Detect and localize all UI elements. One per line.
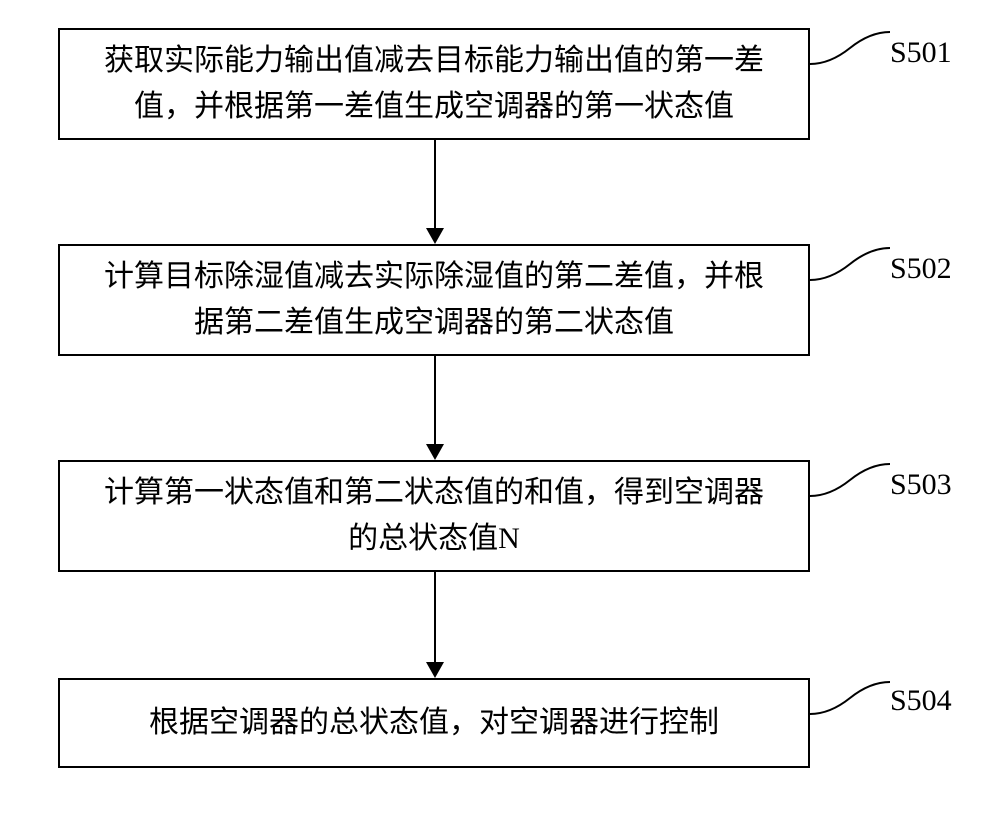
step-text-single: 根据空调器的总状态值，对空调器进行控制 [149, 706, 719, 739]
label-connector-s504 [810, 680, 890, 716]
step-label-s502: S502 [890, 252, 952, 286]
step-label-s501: S501 [890, 36, 952, 70]
step-label-s504: S504 [890, 684, 952, 718]
step-text-line1: 获取实际能力输出值减去目标能力输出值的第一差 [104, 44, 764, 77]
label-connector-s502 [810, 246, 890, 282]
step-box-s502: 计算目标除湿值减去实际除湿值的第二差值，并根 据第二差值生成空调器的第二状态值 [58, 244, 810, 356]
label-connector-s501 [810, 30, 890, 66]
step-text-line1: 计算目标除湿值减去实际除湿值的第二差值，并根 [104, 260, 764, 293]
step-label-s503: S503 [890, 468, 952, 502]
step-text-line2: 值，并根据第一差值生成空调器的第一状态值 [134, 90, 734, 123]
step-box-s503: 计算第一状态值和第二状态值的和值，得到空调器 的总状态值N [58, 460, 810, 572]
arrow-s502-s503 [434, 356, 436, 460]
label-connector-s503 [810, 462, 890, 498]
flowchart-canvas: 获取实际能力输出值减去目标能力输出值的第一差 值，并根据第一差值生成空调器的第一… [0, 0, 1000, 840]
step-text-line2: 据第二差值生成空调器的第二状态值 [194, 306, 674, 339]
step-box-s501: 获取实际能力输出值减去目标能力输出值的第一差 值，并根据第一差值生成空调器的第一… [58, 28, 810, 140]
step-text-line2: 的总状态值N [348, 522, 520, 555]
arrow-s503-s504 [434, 572, 436, 678]
arrow-s501-s502 [434, 140, 436, 244]
step-text-line1: 计算第一状态值和第二状态值的和值，得到空调器 [104, 476, 764, 509]
step-box-s504: 根据空调器的总状态值，对空调器进行控制 [58, 678, 810, 768]
